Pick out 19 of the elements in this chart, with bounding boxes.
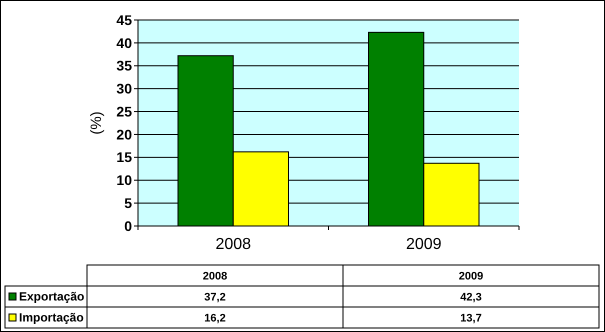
y-tick-label: 45 — [116, 12, 132, 28]
y-tick-label: 40 — [116, 34, 132, 51]
y-tick-label: 30 — [116, 80, 132, 97]
category-label: 2009 — [458, 270, 484, 282]
y-tick-label: 35 — [116, 58, 132, 74]
y-tick-label: 5 — [124, 195, 132, 212]
data-label: 42,3 — [460, 291, 482, 304]
data-label: 37,2 — [204, 291, 226, 304]
data-label: 16,2 — [204, 312, 226, 324]
y-tick-label: 10 — [116, 172, 132, 188]
category-label: 2008 — [202, 270, 228, 282]
legend-label: Importação — [19, 310, 84, 325]
data-label: 13,7 — [460, 312, 482, 324]
y-tick-label: 20 — [116, 126, 132, 142]
legend-label: Exportação — [19, 290, 84, 304]
y-axis-title: (%) — [88, 111, 105, 135]
y-tick-label: 25 — [116, 103, 132, 120]
y-tick-label: 0 — [124, 218, 132, 234]
y-tick-label: 15 — [116, 149, 132, 166]
